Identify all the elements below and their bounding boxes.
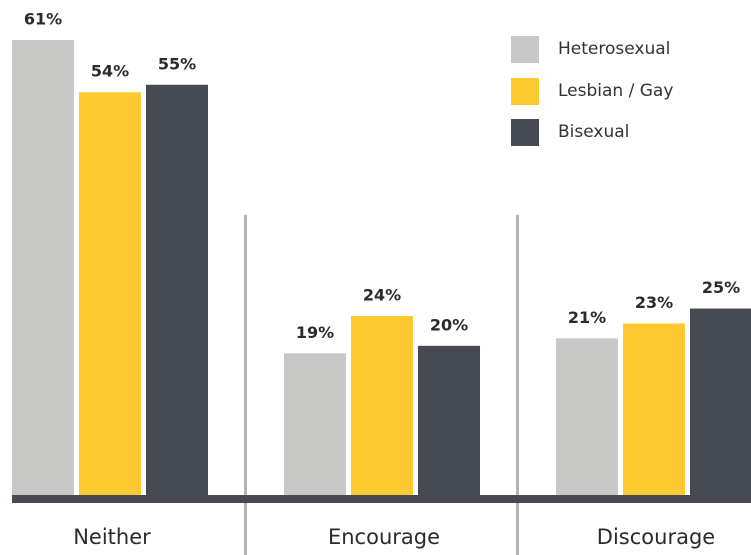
value-label: 19% xyxy=(296,323,334,342)
separator xyxy=(244,215,247,555)
category-label: Neither xyxy=(73,525,151,549)
value-label: 24% xyxy=(363,285,401,304)
bar xyxy=(284,353,346,495)
legend-label: Lesbian / Gay xyxy=(558,81,673,101)
bar xyxy=(12,40,74,495)
value-label: 55% xyxy=(158,54,196,73)
value-label: 21% xyxy=(568,308,606,327)
value-label: 54% xyxy=(91,62,129,81)
category-label: Encourage xyxy=(328,525,440,549)
value-label: 25% xyxy=(702,278,740,297)
separator xyxy=(516,215,519,555)
legend-swatch xyxy=(511,36,539,63)
bar xyxy=(79,92,141,496)
bar xyxy=(556,338,618,495)
bar xyxy=(351,315,413,495)
legend-label: Bisexual xyxy=(558,122,629,142)
legend-swatch xyxy=(511,78,539,105)
value-label: 23% xyxy=(635,293,673,312)
legend-swatch xyxy=(511,119,539,146)
bar xyxy=(690,308,751,495)
bar xyxy=(418,345,480,495)
legend-label: Heterosexual xyxy=(558,39,670,59)
baseline xyxy=(12,495,751,503)
value-label: 61% xyxy=(24,10,62,29)
value-label: 20% xyxy=(430,315,468,334)
bar xyxy=(146,84,208,496)
category-label: Discourage xyxy=(597,525,715,549)
bar xyxy=(623,323,685,495)
